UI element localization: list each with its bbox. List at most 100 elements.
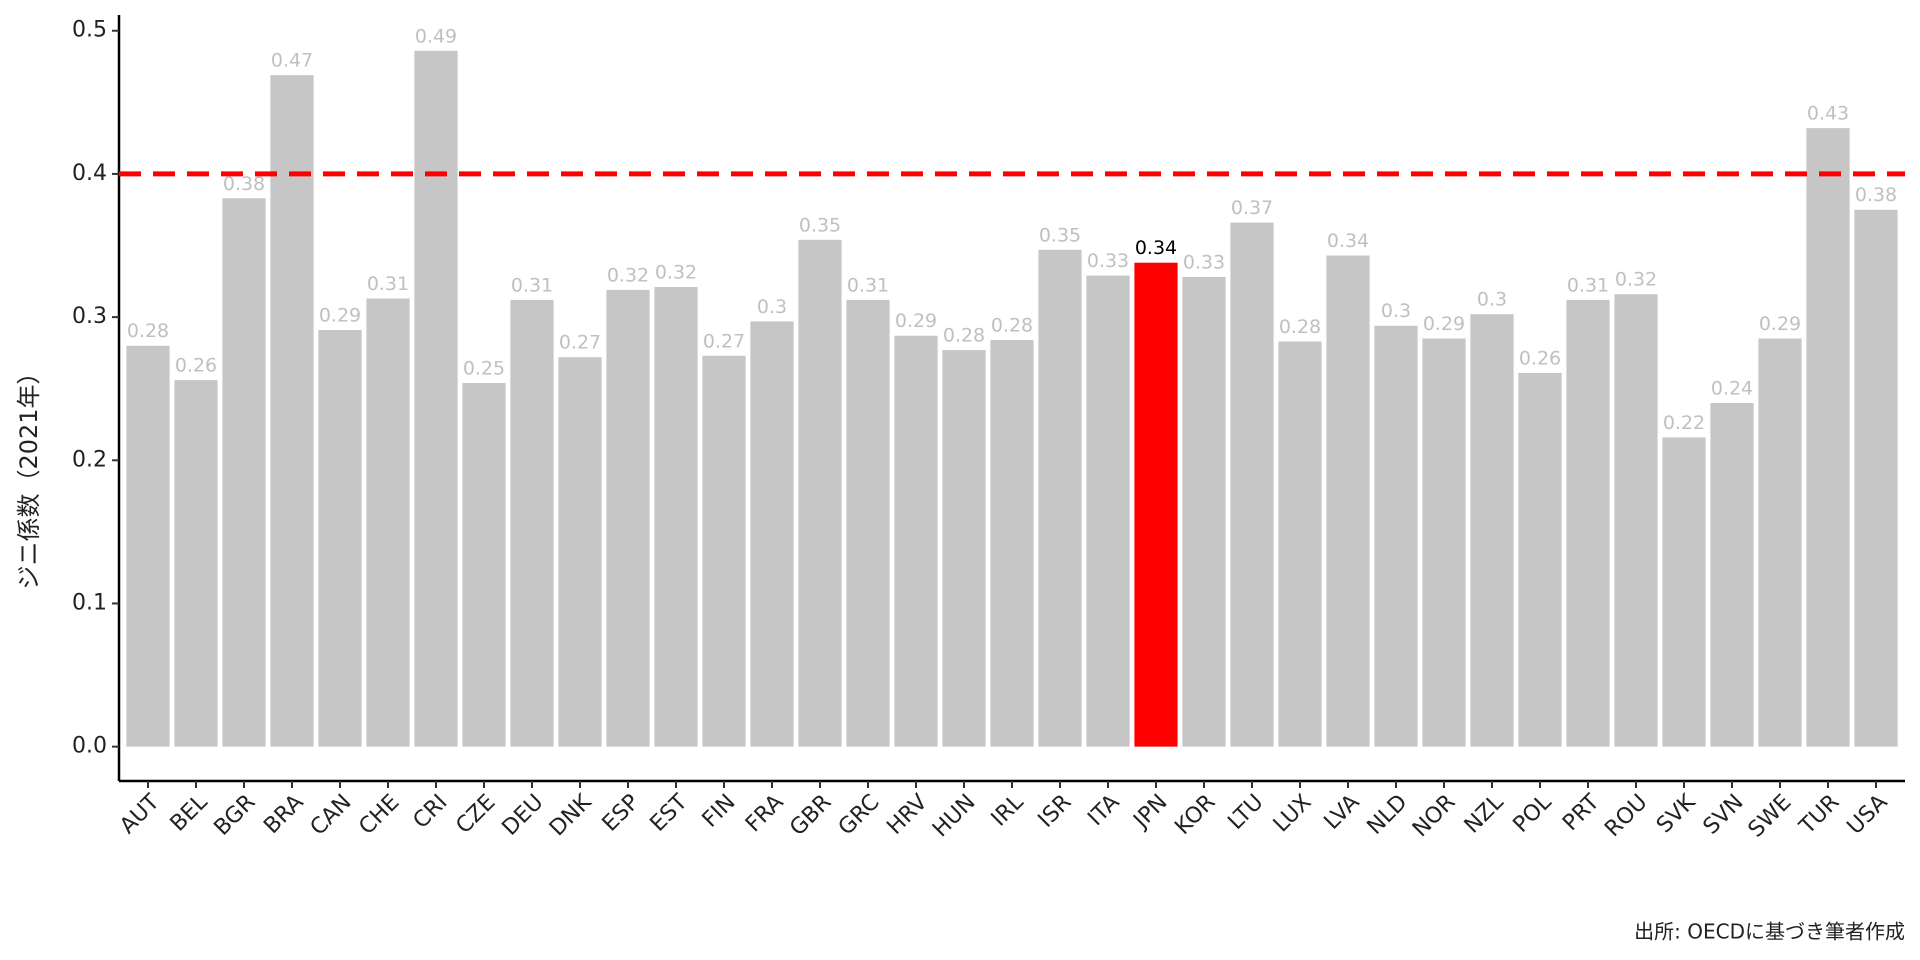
bar: [1614, 294, 1658, 747]
x-tick-label: ESP: [598, 790, 645, 837]
value-label: 0.22: [1663, 412, 1705, 434]
bar: [1470, 314, 1514, 747]
bar: [462, 382, 506, 747]
value-label: 0.31: [367, 273, 409, 295]
caption: 出所: OECDに基づき筆者作成: [1634, 920, 1905, 944]
bar: [1182, 277, 1226, 747]
bar: [1278, 341, 1322, 747]
bar: [894, 335, 938, 747]
value-label: 0.43: [1807, 103, 1849, 125]
x-tick-label: EST: [646, 789, 693, 836]
x-tick-label: FRA: [741, 790, 788, 837]
bar: [270, 75, 314, 747]
bar: [942, 350, 986, 747]
bar: [798, 239, 842, 747]
value-label: 0.31: [511, 274, 553, 296]
value-label: 0.29: [1423, 313, 1465, 335]
value-label: 0.35: [1039, 224, 1081, 246]
bar: [1230, 222, 1274, 747]
y-tick-label: 0.3: [72, 304, 107, 329]
x-tick-label: BEL: [166, 789, 213, 836]
value-label: 0.27: [559, 332, 601, 354]
x-tick-label: SWE: [1744, 790, 1797, 843]
x-tick-label: CHE: [354, 790, 404, 840]
y-tick-label: 0.2: [72, 447, 107, 472]
value-label: 0.26: [175, 355, 217, 377]
bar: [1326, 255, 1370, 747]
x-tick-label: SVN: [1699, 790, 1749, 840]
value-label: 0.34: [1135, 237, 1177, 259]
x-tick-label: CAN: [306, 790, 357, 841]
value-label: 0.3: [1381, 300, 1411, 322]
bar: [702, 355, 746, 747]
x-tick-label: TUR: [1794, 790, 1844, 840]
value-label: 0.31: [1567, 274, 1609, 296]
value-label: 0.33: [1087, 250, 1129, 272]
value-label: 0.32: [1615, 269, 1657, 291]
x-tick-label: ISR: [1034, 790, 1077, 833]
value-label: 0.47: [271, 50, 313, 72]
value-label: 0.26: [1519, 347, 1561, 369]
value-label: 0.24: [1711, 378, 1753, 400]
x-tick-label: KOR: [1170, 790, 1220, 840]
x-tick-label: USA: [1843, 790, 1893, 840]
x-tick-label: ROU: [1600, 790, 1652, 842]
x-tick-label: FIN: [698, 790, 741, 833]
value-label: 0.29: [1759, 313, 1801, 335]
bar: [558, 357, 602, 747]
bar: [126, 345, 170, 747]
bar: [510, 299, 554, 747]
value-label: 0.3: [757, 296, 787, 318]
y-tick-label: 0.0: [72, 734, 107, 759]
bar: [414, 50, 458, 747]
value-label: 0.28: [127, 320, 169, 342]
x-tick-label: PRT: [1558, 789, 1605, 836]
value-label: 0.37: [1231, 197, 1273, 219]
value-label: 0.49: [415, 25, 457, 47]
bar: [1758, 338, 1802, 747]
y-tick-label: 0.5: [72, 18, 107, 43]
x-tick-label: BRA: [259, 790, 308, 839]
value-label: 0.38: [1855, 184, 1897, 206]
x-tick-label: JPN: [1128, 790, 1173, 835]
y-axis-label: ジニ係数（2021年）: [15, 360, 43, 589]
x-tick-label: IRL: [987, 789, 1029, 831]
x-tick-label: GBR: [785, 790, 836, 841]
bar: [174, 380, 218, 747]
bar: [846, 299, 890, 747]
x-tick-label: CRI: [409, 790, 453, 834]
x-tick-label: NOR: [1408, 790, 1460, 842]
value-label: 0.35: [799, 214, 841, 236]
x-tick-label: CZE: [451, 790, 500, 839]
x-tick-label: SVK: [1652, 789, 1701, 838]
value-label: 0.28: [991, 315, 1033, 337]
value-label: 0.33: [1183, 252, 1225, 274]
value-label: 0.31: [847, 274, 889, 296]
x-tick-label: NZL: [1460, 789, 1509, 838]
x-tick-label: LTU: [1223, 790, 1268, 835]
y-tick-label: 0.4: [72, 161, 107, 186]
value-label: 0.32: [607, 264, 649, 286]
value-label: 0.28: [1279, 316, 1321, 338]
x-tick-label: HRV: [883, 790, 933, 840]
bar: [1710, 403, 1754, 747]
bar: [1518, 372, 1562, 747]
value-label: 0.28: [943, 325, 985, 347]
value-label: 0.25: [463, 357, 505, 379]
bar: [654, 287, 698, 747]
bar: [366, 298, 410, 747]
bar: [990, 340, 1034, 747]
y-tick-label: 0.1: [72, 590, 107, 615]
bar: [1374, 325, 1418, 747]
x-tick-label: LVA: [1320, 790, 1365, 835]
bar: [318, 329, 362, 747]
bar: [1854, 209, 1898, 747]
x-tick-label: BGR: [210, 790, 261, 841]
x-tick-label: NLD: [1363, 790, 1413, 840]
bar: [1038, 249, 1082, 747]
value-label: 0.3: [1477, 289, 1507, 311]
bar: [1662, 437, 1706, 747]
bar: [1806, 128, 1850, 747]
